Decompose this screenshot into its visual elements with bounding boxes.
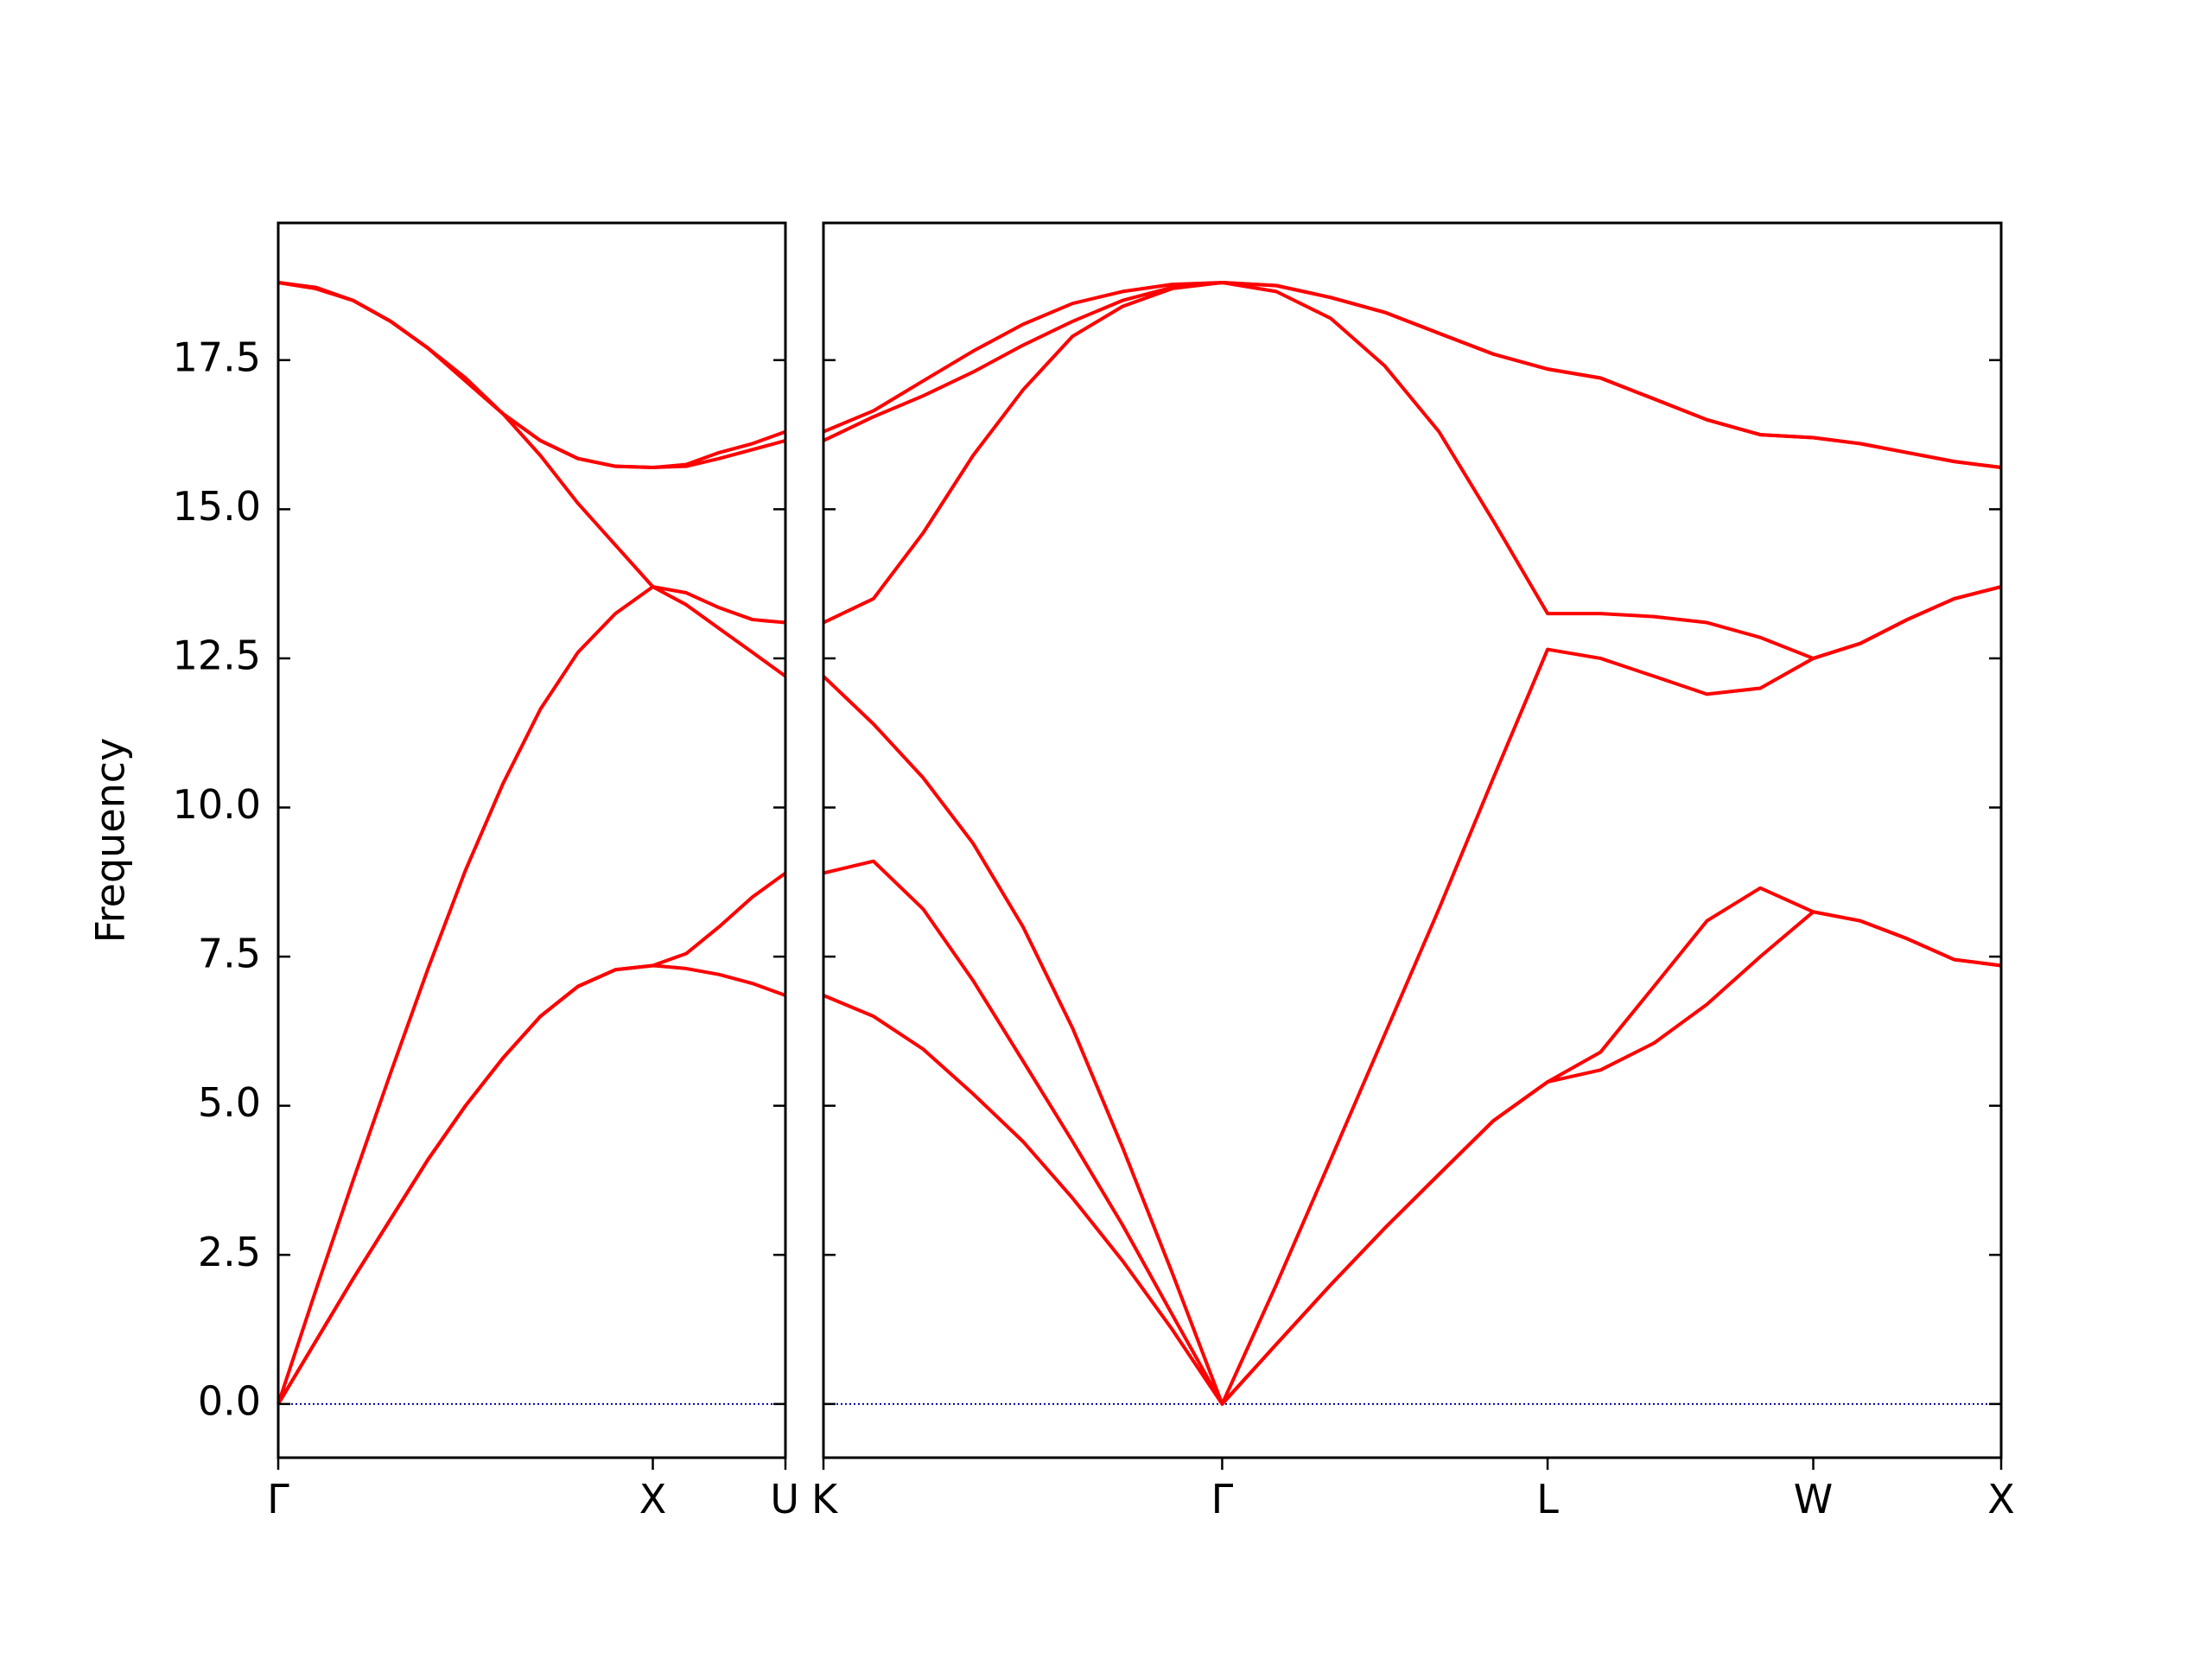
y-tick-label: 15.0 [173, 483, 261, 530]
band-line [276, 585, 786, 1405]
x-tick-label: X [1987, 1476, 2015, 1522]
band-line [277, 281, 786, 470]
band-line [277, 281, 787, 678]
x-tick-label: U [770, 1476, 799, 1522]
band-line [823, 910, 2002, 1406]
axes-frame [822, 221, 2003, 1459]
axes-frame [276, 221, 787, 1459]
band-line [277, 281, 786, 470]
y-tick-label: 5.0 [198, 1079, 261, 1126]
y-tick-label: 7.5 [198, 931, 261, 977]
band-line [276, 963, 786, 1405]
y-tick-label: 12.5 [173, 632, 261, 678]
y-tick-label: 10.0 [173, 781, 261, 828]
y-tick-label: 0.0 [198, 1377, 261, 1424]
x-tick-label: Γ [1211, 1476, 1234, 1522]
band-line [276, 871, 787, 1405]
x-tick-label: Γ [267, 1476, 289, 1522]
band-line [823, 281, 2002, 470]
y-tick-label: 17.5 [173, 334, 261, 380]
y-tick-label: 2.5 [198, 1229, 261, 1275]
x-tick-label: W [1794, 1476, 1833, 1522]
band-line [822, 585, 2002, 1406]
x-tick-label: L [1536, 1476, 1559, 1522]
y-axis-label: Frequency [87, 738, 134, 944]
band-line [823, 281, 2002, 660]
x-tick-label: K [811, 1476, 839, 1522]
x-tick-label: X [639, 1476, 667, 1522]
band-line [823, 859, 2002, 1406]
